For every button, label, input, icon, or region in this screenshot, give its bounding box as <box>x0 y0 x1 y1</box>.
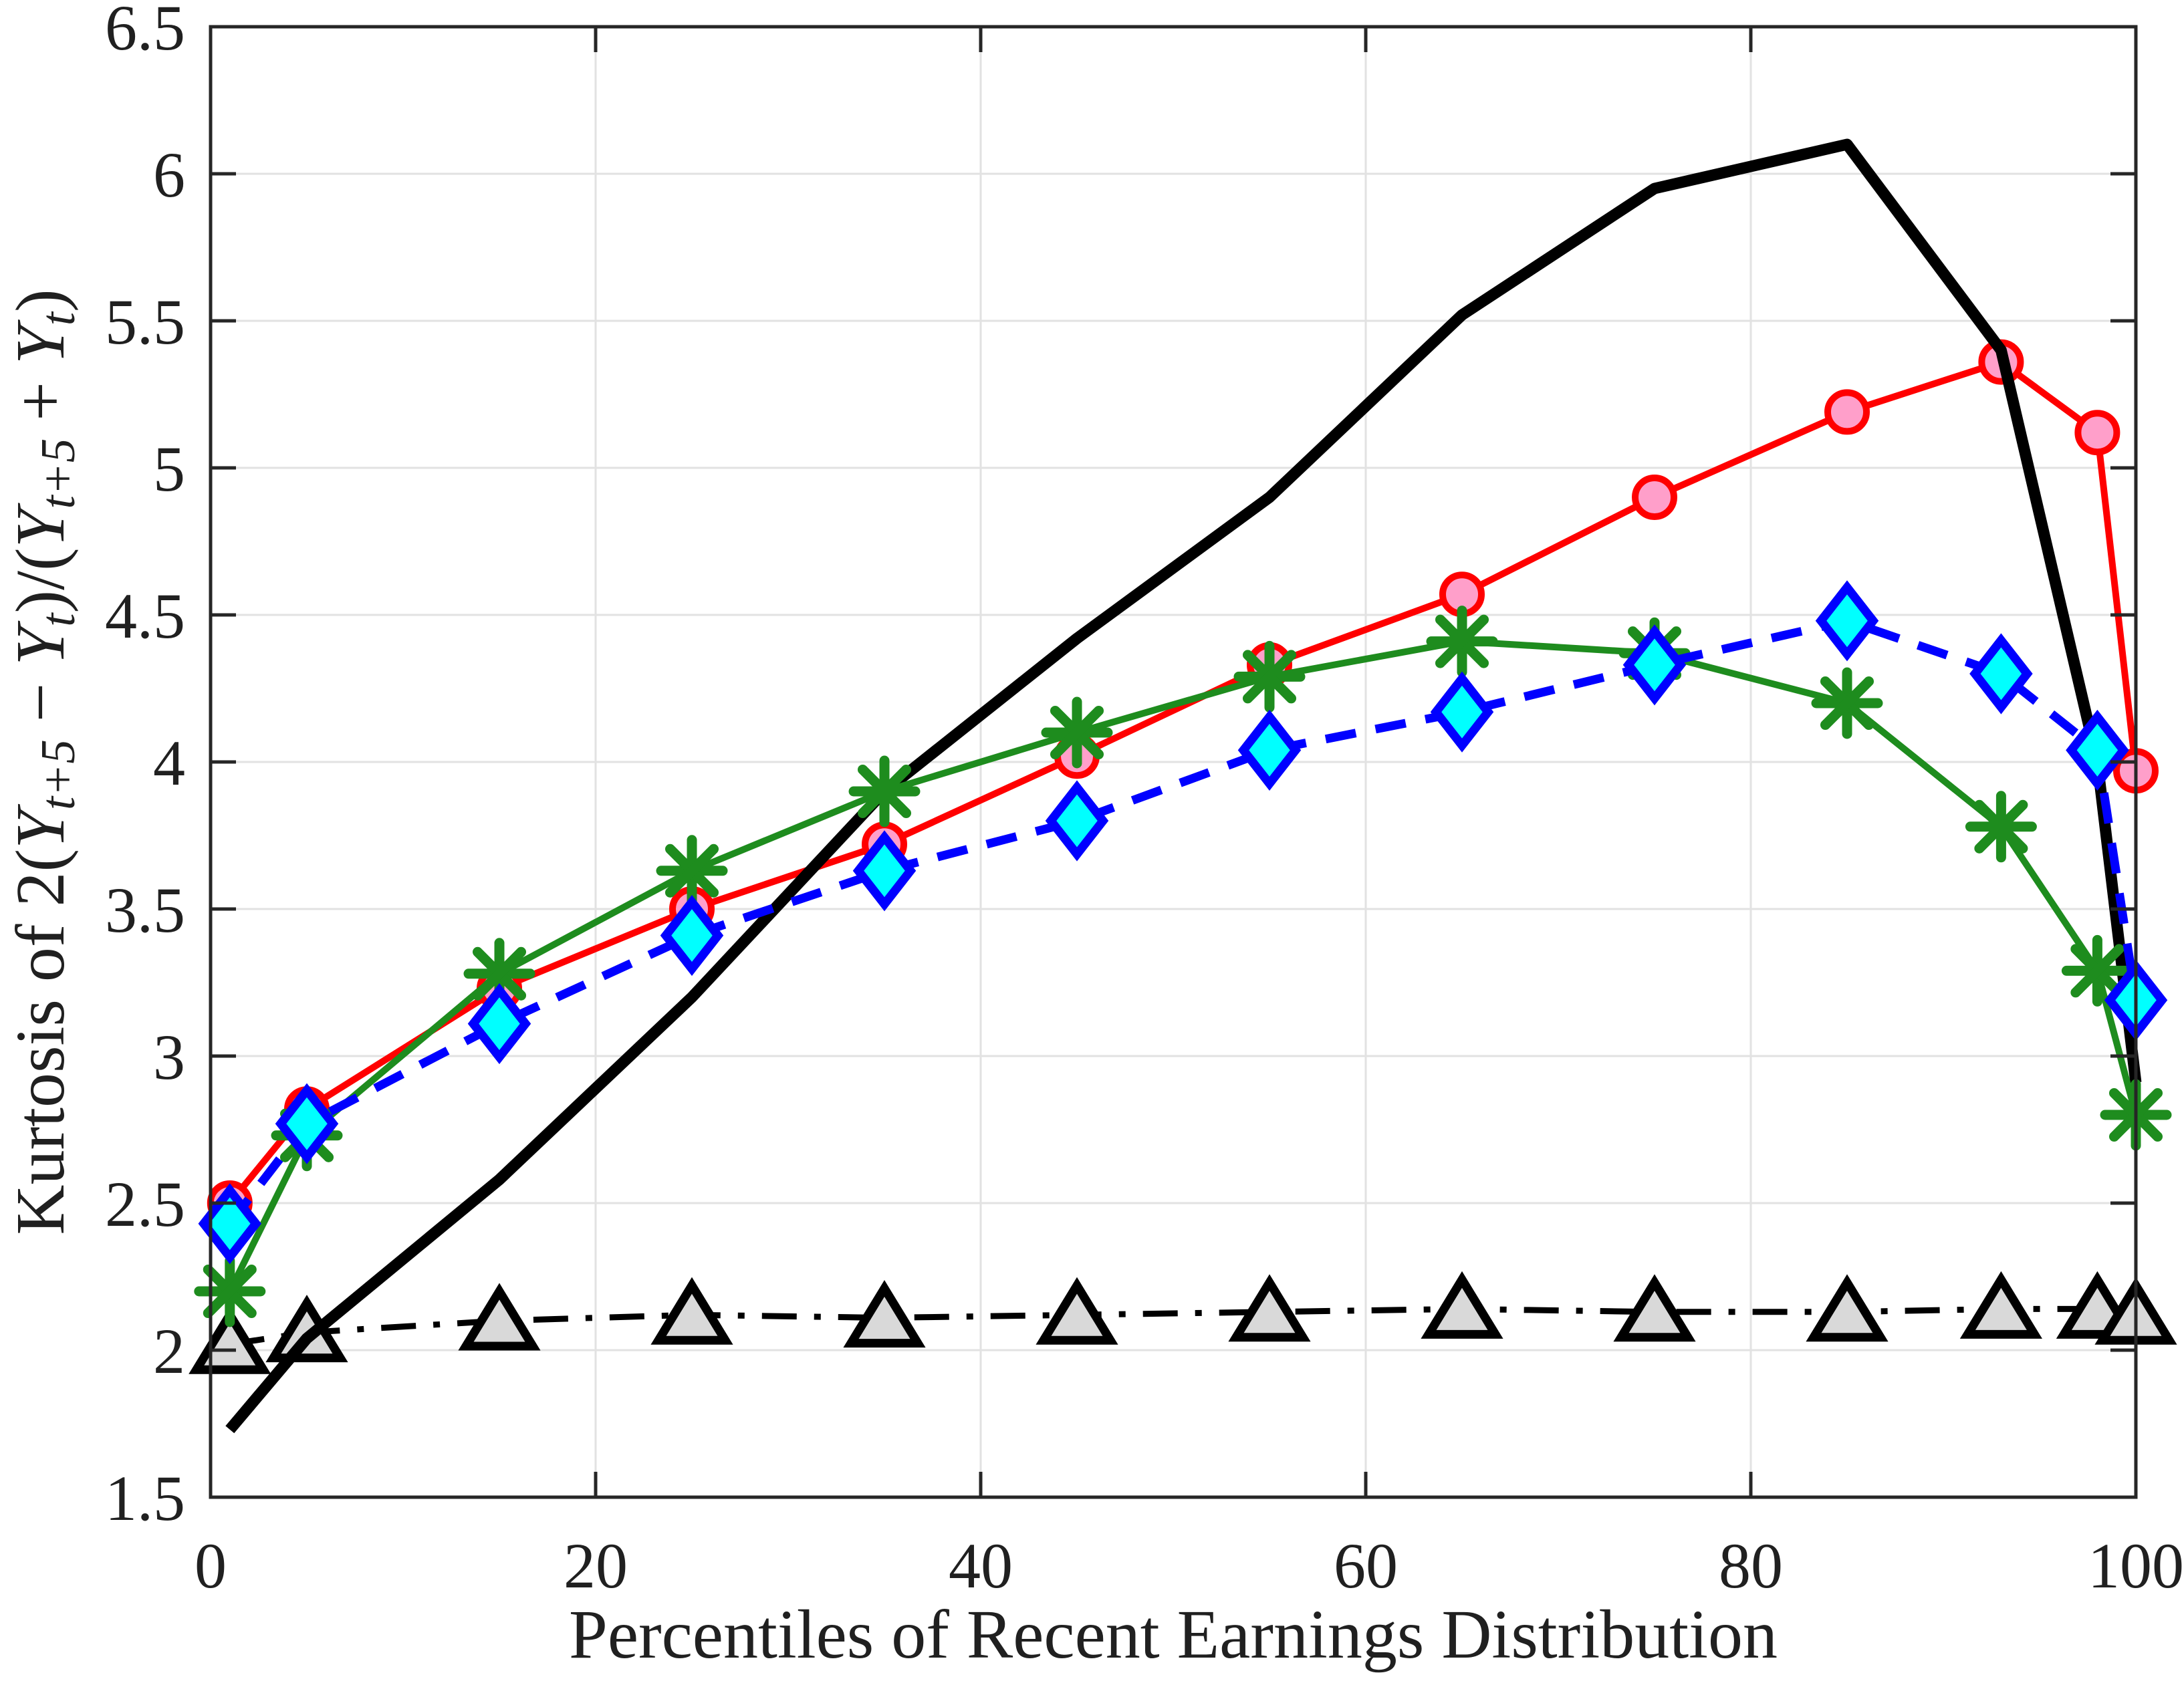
series-gray-triangle-dashdot <box>189 1271 2177 1374</box>
series-thick-black-solid <box>225 138 2142 1434</box>
triangle-marker <box>1228 1274 1311 1342</box>
y-tick-label: 4.5 <box>105 580 185 652</box>
diamond-marker <box>1969 633 2033 715</box>
y-axis-title-part: ) <box>2 289 79 312</box>
y-axis-title-part: Y <box>2 502 79 547</box>
diamond-marker <box>1045 780 1109 862</box>
tick-labels: 0 20 40 60 80 100 1.5 2 2.5 3 3.5 4 4.5 5 5.5 6 6.5 <box>105 0 2184 1601</box>
asterisk-spoke <box>1974 799 2028 854</box>
y-axis-title-part: t <box>31 311 85 326</box>
y-axis-title-part: t+5 <box>31 739 85 810</box>
diamond-marker <box>1815 580 1879 662</box>
x-tick-label: 40 <box>949 1530 1013 1601</box>
y-axis-title-part: Y <box>2 319 79 364</box>
triangle-marker <box>1613 1274 1696 1342</box>
data-series <box>189 138 2177 1434</box>
series-line-thick-black-solid <box>225 138 2142 1434</box>
diamond-marker <box>1430 671 1494 753</box>
circle-marker <box>1824 389 1870 435</box>
diamond-marker <box>852 830 917 912</box>
y-axis-title-part: Kurtosis of 2( <box>2 849 79 1235</box>
circle-marker <box>1632 475 1677 520</box>
triangle-marker <box>650 1277 733 1345</box>
triangle-marker <box>1421 1271 1503 1339</box>
y-tick-label: 5 <box>153 433 185 505</box>
y-axis-title-part: t+5 <box>31 438 85 509</box>
gridlines <box>211 27 2136 1497</box>
y-axis-title-part: − <box>2 666 79 740</box>
x-axis-title: Percentiles of Recent Earnings Distribut… <box>569 1596 1778 1673</box>
asterisk-spoke <box>857 764 912 819</box>
y-tick-label: 4 <box>153 727 185 799</box>
y-tick-label: 3.5 <box>105 874 185 946</box>
triangle-marker <box>1806 1274 1889 1342</box>
triangle-marker <box>189 1306 271 1374</box>
x-tick-label: 20 <box>564 1530 628 1601</box>
diamond-marker <box>467 983 531 1065</box>
y-axis-title-part: Y <box>2 803 79 849</box>
y-tick-label: 1.5 <box>105 1462 185 1534</box>
diamond-marker <box>2066 709 2129 791</box>
x-tick-label: 60 <box>1334 1530 1398 1601</box>
y-axis-title-part: + <box>2 364 79 438</box>
y-tick-label: 2.5 <box>105 1168 185 1240</box>
diamond-marker <box>1622 624 1687 706</box>
axes-box-and-ticks <box>209 25 2138 1499</box>
x-tick-label: 0 <box>195 1530 227 1601</box>
series-blue-diamond-dashed <box>198 580 2168 1265</box>
asterisk-spoke <box>1050 705 1104 760</box>
asterisk-spoke <box>1435 614 1489 668</box>
triangle-marker <box>1036 1277 1118 1345</box>
triangle-marker <box>843 1280 926 1348</box>
asterisk-spoke <box>2070 944 2125 998</box>
y-tick-label: 6.5 <box>105 0 185 63</box>
circle-marker <box>2074 410 2120 456</box>
asterisk-spoke <box>203 1264 257 1319</box>
diamond-marker <box>275 1083 339 1164</box>
diamond-marker <box>1237 709 1302 791</box>
y-tick-label: 6 <box>153 139 185 211</box>
y-axis-title-part: t <box>31 612 85 627</box>
asterisk-spoke <box>472 946 527 1001</box>
y-axis-title: Kurtosis of 2(Yt+5 − Yt)/(Yt+5 + Yt) <box>2 289 85 1235</box>
x-tick-label: 80 <box>1719 1530 1783 1601</box>
x-tick-label: 100 <box>2088 1530 2184 1601</box>
diamond-marker <box>660 895 724 977</box>
triangle-marker <box>1959 1271 2042 1339</box>
y-tick-label: 3 <box>153 1021 185 1093</box>
asterisk-spoke <box>664 844 719 898</box>
asterisk-spoke <box>1242 650 1297 704</box>
y-tick-label: 5.5 <box>105 286 185 358</box>
triangle-marker <box>458 1283 541 1351</box>
diamond-marker <box>198 1183 262 1265</box>
y-axis-title-part: )/( <box>2 547 79 613</box>
asterisk-spoke <box>1820 676 1874 731</box>
series-green-asterisk-solid <box>194 606 2172 1327</box>
y-axis-title-part: Y <box>2 620 79 666</box>
series-line-green-asterisk-solid <box>227 638 2139 1293</box>
y-tick-label: 2 <box>153 1315 185 1387</box>
